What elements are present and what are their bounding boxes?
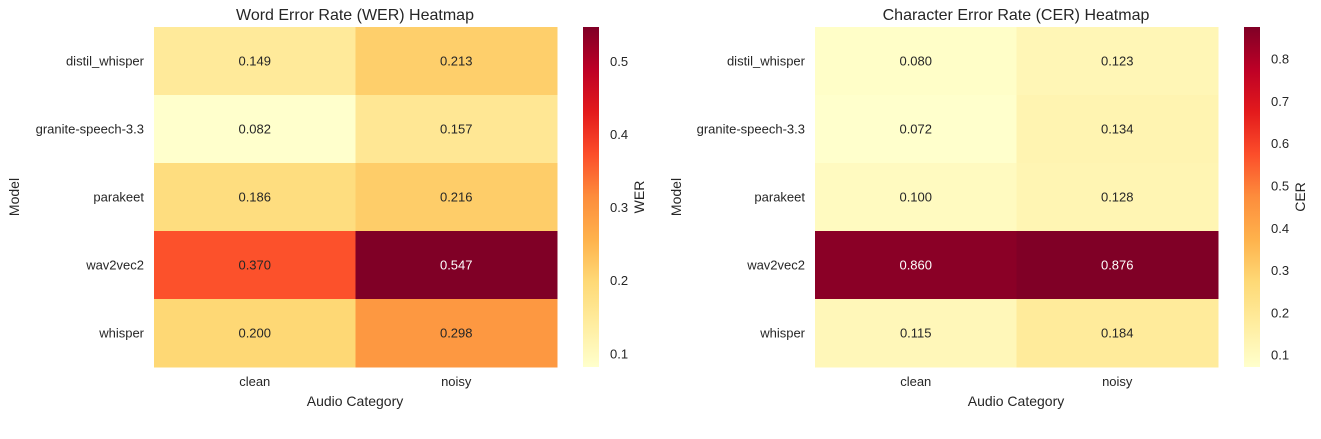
colorbar-tick-label: 0.8 [1271, 52, 1289, 67]
cell-value-label: 0.134 [1101, 122, 1134, 137]
heatmap-cell [154, 231, 356, 300]
heatmap-cell [1016, 95, 1219, 164]
chart-title: Character Error Rate (CER) Heatmap [883, 7, 1150, 24]
cell-value-label: 0.186 [238, 190, 271, 205]
cell-value-label: 0.184 [1101, 326, 1134, 341]
heatmap-panel-cer: 0.080 0.123 0.072 0.134 0.100 0.128 0.860 0.876… [668, 7, 1308, 409]
heatmap-cell [154, 299, 356, 368]
heatmap-cell [355, 95, 558, 164]
colorbar-label: CER [1292, 182, 1308, 212]
y-tick-label: distil_whisper [66, 54, 145, 69]
cell-value-label: 0.157 [440, 122, 473, 137]
heatmap-cell [815, 299, 1017, 368]
cell-value-label: 0.213 [440, 54, 473, 69]
colorbar-tick-label: 0.6 [1271, 136, 1289, 151]
cell-value-label: 0.370 [238, 258, 271, 273]
heatmap-panel-wer: 0.149 0.213 0.082 0.157 0.186 0.216 0.370 0.547… [6, 7, 647, 409]
cell-value-label: 0.123 [1101, 54, 1134, 69]
colorbar-tick-label: 0.4 [1271, 221, 1289, 236]
colorbar-tick-label: 0.7 [1271, 94, 1289, 109]
y-tick-label: wav2vec2 [85, 258, 144, 273]
y-axis-label: Model [668, 178, 684, 216]
heatmap-cell [1016, 163, 1219, 232]
cell-value-label: 0.100 [899, 190, 932, 205]
colorbar-tick-label: 0.5 [610, 54, 628, 69]
colorbar-tick-label: 0.2 [1271, 305, 1289, 320]
y-axis-label: Model [6, 178, 22, 216]
heatmap-cell [154, 95, 356, 164]
heatmap-cell [1016, 299, 1219, 368]
y-tick-label: granite-speech-3.3 [697, 122, 805, 137]
x-tick-label: clean [239, 374, 270, 389]
cell-value-label: 0.128 [1101, 190, 1134, 205]
colorbar [1244, 27, 1260, 367]
heatmap-cell [815, 27, 1017, 96]
cell-value-label: 0.200 [238, 326, 271, 341]
colorbar-label: WER [631, 181, 647, 214]
heatmap-cell [355, 27, 558, 96]
cell-value-label: 0.547 [440, 258, 473, 273]
x-tick-label: noisy [441, 374, 472, 389]
colorbar-tick-label: 0.2 [610, 273, 628, 288]
heatmap-cell [815, 95, 1017, 164]
cell-value-label: 0.298 [440, 326, 473, 341]
heatmap-cell [355, 231, 558, 300]
y-tick-label: distil_whisper [727, 54, 806, 69]
y-tick-label: whisper [98, 326, 144, 341]
heatmap-cell [815, 163, 1017, 232]
heatmap-cell [1016, 231, 1219, 300]
y-tick-label: parakeet [754, 190, 805, 205]
heatmap-cell [355, 163, 558, 232]
chart-title: Word Error Rate (WER) Heatmap [236, 7, 474, 24]
y-tick-label: whisper [759, 326, 805, 341]
x-tick-label: clean [900, 374, 931, 389]
heatmap-cell [815, 231, 1017, 300]
cell-value-label: 0.115 [900, 326, 932, 341]
y-tick-label: wav2vec2 [746, 258, 805, 273]
x-axis-label: Audio Category [307, 393, 404, 409]
y-tick-label: parakeet [93, 190, 144, 205]
heatmap-cell [154, 27, 356, 96]
cell-value-label: 0.080 [899, 54, 932, 69]
cell-value-label: 0.216 [440, 190, 473, 205]
colorbar [583, 27, 599, 367]
colorbar-tick-label: 0.4 [610, 127, 628, 142]
cell-value-label: 0.860 [899, 258, 932, 273]
cell-value-label: 0.072 [899, 122, 932, 137]
cell-value-label: 0.082 [238, 122, 271, 137]
cell-value-label: 0.876 [1101, 258, 1134, 273]
x-tick-label: noisy [1102, 374, 1133, 389]
x-axis-label: Audio Category [968, 393, 1065, 409]
colorbar-tick-label: 0.5 [1271, 179, 1289, 194]
cell-value-label: 0.149 [238, 54, 271, 69]
y-tick-label: granite-speech-3.3 [36, 122, 144, 137]
colorbar-tick-label: 0.1 [1271, 348, 1289, 363]
colorbar-tick-label: 0.3 [1271, 263, 1289, 278]
colorbar-tick-label: 0.3 [610, 200, 628, 215]
colorbar-tick-label: 0.1 [610, 346, 628, 361]
heatmap-cell [154, 163, 356, 232]
heatmap-cell [355, 299, 558, 368]
heatmap-cell [1016, 27, 1219, 96]
